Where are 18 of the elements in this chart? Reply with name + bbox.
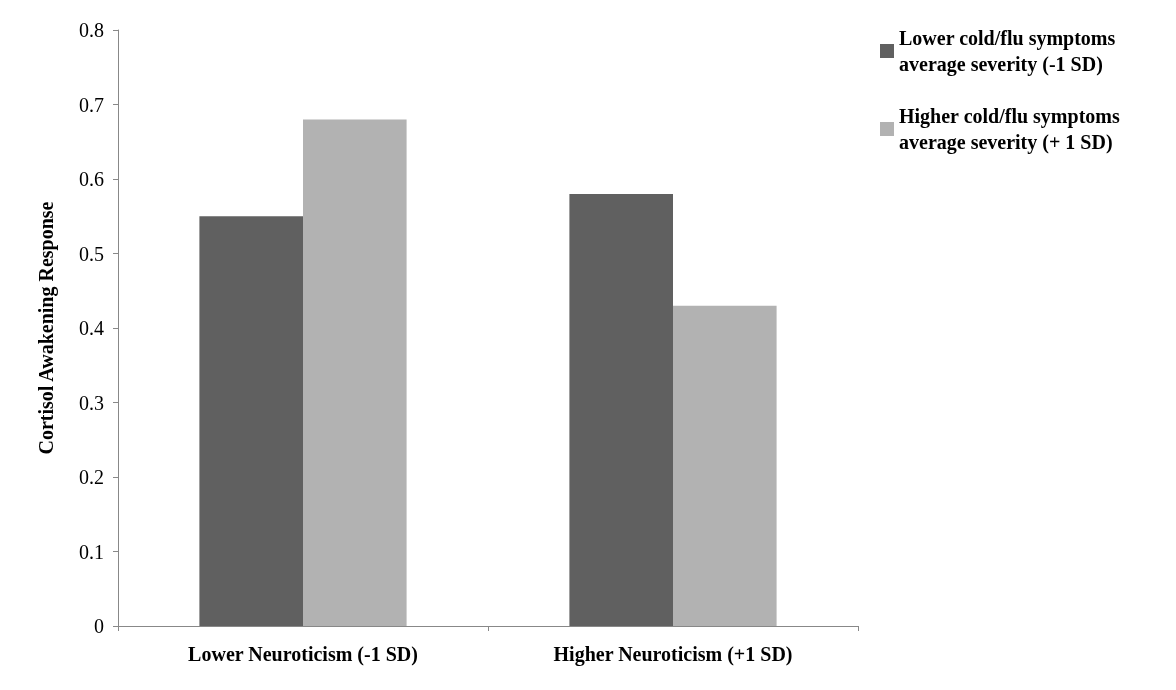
x-tick-label: Higher Neuroticism (+1 SD): [553, 643, 793, 666]
bar: [673, 305, 777, 626]
bar: [303, 119, 407, 626]
y-tick-label: 0.3: [79, 391, 104, 414]
bar: [569, 193, 673, 626]
y-tick-label: 0.4: [79, 317, 104, 339]
y-tick-label: 0.1: [79, 540, 104, 563]
bar: [199, 216, 303, 626]
y-tick-label: 0.2: [79, 466, 104, 488]
y-tick-label: 0.6: [79, 168, 104, 190]
y-tick-label: 0.8: [79, 19, 104, 41]
y-tick-label: 0: [94, 615, 104, 637]
y-tick-label: 0.7: [79, 93, 104, 116]
x-tick-label: Lower Neuroticism (-1 SD): [188, 643, 418, 666]
y-tick-label: 0.5: [79, 242, 104, 265]
legend-label: Higher cold/flu symptoms average severity (+ 1 SD): [899, 105, 1125, 154]
y-axis-title: Cortisol Awakening Response: [35, 201, 58, 455]
legend-label: Lower cold/flu symptoms average severity (-1 SD): [899, 27, 1121, 76]
